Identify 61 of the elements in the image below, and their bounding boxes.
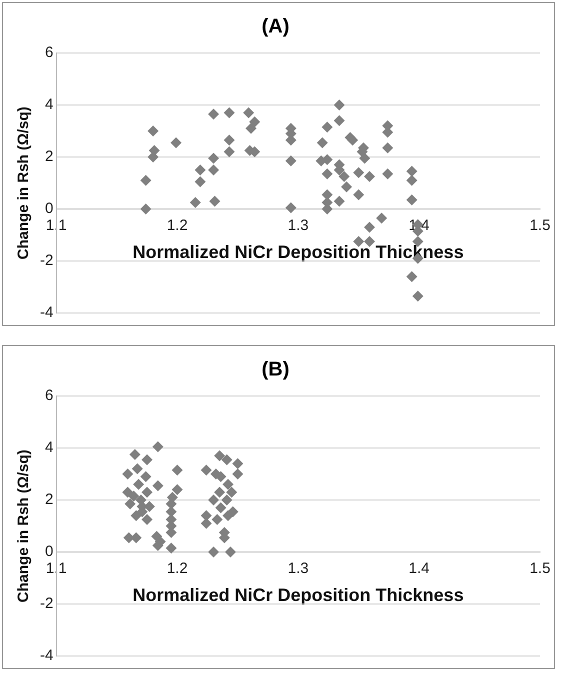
y-tick-label: 6	[44, 44, 54, 62]
point	[227, 506, 238, 518]
point	[224, 546, 236, 558]
x-tick-label: 1.2	[166, 217, 188, 234]
point	[128, 490, 140, 502]
point	[142, 486, 153, 498]
point	[152, 480, 164, 492]
point	[226, 486, 238, 498]
point	[122, 486, 134, 498]
point	[166, 542, 177, 554]
y-tick-label: 0	[44, 200, 54, 218]
y-axis-title: Change in Rsh (Ω/sq)	[15, 450, 32, 602]
y-tick-label: 2	[44, 148, 54, 166]
point	[200, 464, 212, 476]
x-axis-title: Normalized NiCr Deposition Thickness	[132, 584, 464, 605]
x-tick-label: 1.2	[166, 560, 188, 578]
point	[208, 546, 220, 558]
point	[214, 450, 226, 462]
point	[214, 486, 226, 498]
point	[232, 468, 244, 480]
x-tick-label: 1.3	[288, 217, 309, 234]
point	[210, 468, 222, 480]
chart-title: (A)	[262, 16, 290, 38]
x-tick-label: 1.4	[408, 560, 430, 578]
x-axis-title: Normalized NiCr Deposition Thickness	[132, 242, 464, 262]
point	[140, 471, 152, 482]
point	[172, 484, 183, 496]
point	[212, 514, 223, 525]
point	[166, 492, 178, 503]
point	[232, 458, 244, 470]
y-tick-label: 6	[44, 387, 54, 404]
point	[129, 449, 140, 460]
point	[142, 514, 153, 525]
y-tick-label: 4	[44, 439, 54, 456]
x-tick-label: 1.3	[288, 560, 309, 578]
point	[166, 506, 177, 518]
y-axis-title: Change in Rsh (Ω/sq)	[15, 106, 32, 260]
y-tick-label: -2	[40, 252, 54, 270]
y-tick-label: -4	[40, 647, 54, 664]
point	[152, 441, 164, 452]
y-tick-label: 2	[44, 491, 54, 508]
x-tick-label: 1.5	[530, 217, 550, 234]
point	[122, 468, 134, 480]
chart-title: (B)	[262, 358, 290, 381]
y-tick-label: 4	[44, 96, 54, 114]
point	[208, 494, 220, 506]
point	[221, 494, 232, 506]
point	[132, 463, 143, 474]
point	[142, 454, 153, 466]
point	[133, 478, 144, 490]
point	[222, 478, 234, 490]
point	[215, 502, 226, 514]
x-tick-label: 1.5	[530, 560, 550, 578]
y-tick-label: -4	[40, 304, 54, 322]
y-tick-label: -2	[40, 595, 54, 612]
point	[221, 454, 232, 466]
point	[172, 464, 183, 476]
x-tick-label: 1.1	[46, 217, 67, 234]
y-tick-label: 0	[44, 543, 54, 560]
point	[124, 498, 136, 510]
x-tick-label: 1.1	[46, 560, 67, 578]
